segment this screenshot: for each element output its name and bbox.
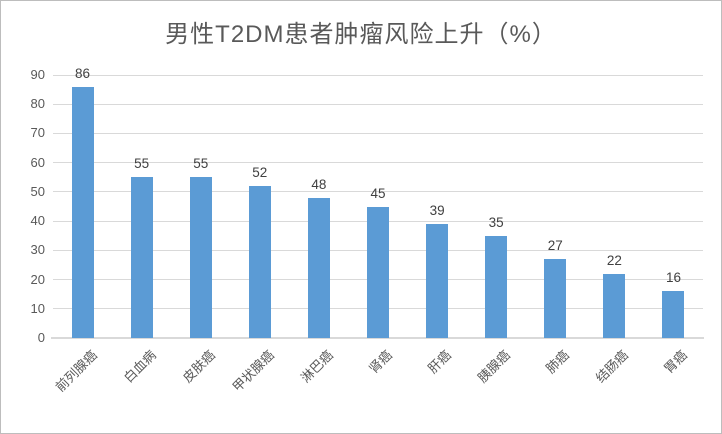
y-axis-tick-label: 10	[30, 300, 45, 316]
bar-胃癌	[662, 291, 685, 338]
x-axis-category-label: 肾癌	[365, 347, 395, 377]
y-axis-tick-label: 40	[30, 213, 45, 229]
x-axis-category-label: 皮肤癌	[179, 347, 218, 386]
bar-前列腺癌	[71, 86, 94, 338]
gridline-y60	[53, 162, 703, 164]
bar-value-label: 35	[488, 214, 504, 230]
bar-value-label: 86	[75, 65, 91, 81]
x-axis-category-label: 胰腺癌	[474, 347, 514, 386]
x-axis-category-label: 胃癌	[661, 347, 691, 377]
bar-淋巴癌	[307, 197, 330, 338]
x-axis-category-label: 甲状腺癌	[229, 347, 277, 395]
y-axis-tick-label: 80	[30, 96, 45, 112]
x-axis-category-label: 白血病	[120, 347, 159, 386]
chart-title: 男性T2DM患者肿瘤风险上升（%）	[165, 21, 557, 48]
x-axis-category-label: 前列腺癌	[52, 347, 100, 395]
bar-肝癌	[426, 224, 449, 338]
x-axis-category-label: 淋巴癌	[297, 347, 336, 386]
gridline-y70	[53, 132, 703, 134]
y-axis-tick-label: 0	[37, 330, 45, 345]
gridline-y90	[53, 74, 703, 76]
bar-value-label: 52	[252, 165, 268, 181]
y-axis-tick-label: 70	[30, 125, 45, 141]
bar-皮肤癌	[189, 177, 212, 338]
y-axis-tick-label: 30	[30, 242, 45, 258]
bar-肺癌	[544, 259, 567, 338]
y-axis-tick-label: 60	[30, 154, 45, 170]
bar-value-label: 55	[134, 156, 150, 172]
bar-肾癌	[367, 206, 389, 338]
bar-value-label: 27	[547, 238, 563, 254]
bar-value-label: 55	[193, 156, 209, 172]
y-axis-tick-label: 90	[30, 67, 45, 82]
gridline-y80	[53, 103, 703, 105]
bar-value-label: 48	[311, 176, 327, 192]
bar-value-label: 16	[665, 270, 681, 286]
x-axis-category-label: 肺癌	[543, 347, 573, 377]
y-axis-tick-label: 20	[30, 271, 45, 287]
x-axis-line	[51, 337, 704, 339]
x-axis-category-label: 肝癌	[424, 347, 454, 377]
bar-胰腺癌	[485, 235, 508, 338]
bar-甲状腺癌	[248, 186, 271, 338]
x-axis-category-label: 结肠癌	[593, 347, 632, 386]
bar-value-label: 39	[429, 203, 445, 219]
bar-白血病	[130, 177, 153, 338]
bar-value-label: 45	[370, 185, 386, 201]
bar-结肠癌	[603, 273, 626, 338]
bar-value-label: 22	[606, 252, 622, 268]
gridline-y50	[53, 191, 703, 193]
y-axis-tick-label: 50	[30, 183, 45, 199]
